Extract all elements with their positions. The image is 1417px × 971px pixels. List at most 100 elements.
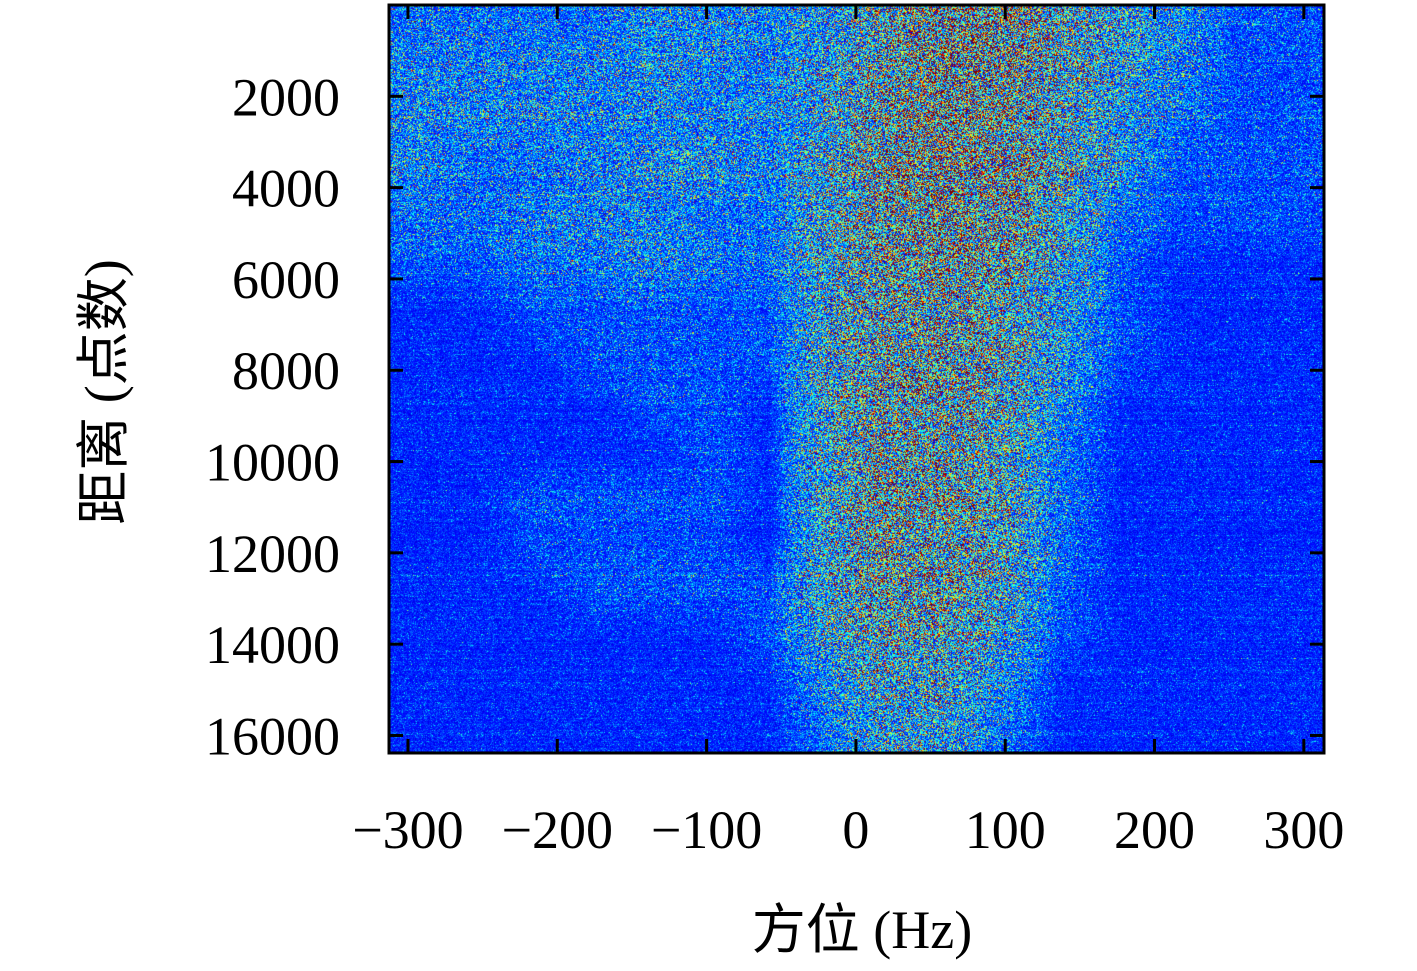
heatmap-cell (389, 706, 447, 753)
heatmap-cell (798, 332, 856, 379)
heatmap-cell (1090, 660, 1148, 707)
heatmap-cell (1090, 332, 1148, 379)
heatmap-cell (623, 192, 681, 239)
heatmap-cell (857, 52, 915, 99)
heatmap-cell (1090, 566, 1148, 613)
heatmap-cell (1207, 379, 1265, 426)
y-tick-labels: 2000 4000 6000 8000 10000 12000 14000 16000 (205, 67, 340, 766)
heatmap-cell (1149, 473, 1207, 520)
heatmap-cell (973, 519, 1031, 566)
heatmap-cell (973, 99, 1031, 146)
heatmap-cell (447, 52, 505, 99)
heatmap-cell (447, 145, 505, 192)
heatmap-cell (857, 519, 915, 566)
heatmap-cell (915, 239, 973, 286)
heatmap-cell (740, 5, 798, 52)
heatmap-cell (915, 473, 973, 520)
heatmap-cell (389, 192, 447, 239)
heatmap-cell (915, 5, 973, 52)
heatmap-cell (1032, 379, 1090, 426)
heatmap-cell (447, 566, 505, 613)
heatmap-cell (857, 5, 915, 52)
x-tick-label: −300 (352, 800, 463, 860)
heatmap-cell (857, 286, 915, 333)
heatmap-cell (623, 426, 681, 473)
y-tick-label: 6000 (232, 250, 340, 310)
heatmap-cell (915, 566, 973, 613)
heatmap-cell (623, 660, 681, 707)
heatmap-cell (506, 519, 564, 566)
heatmap-cell (447, 5, 505, 52)
heatmap-cell (857, 426, 915, 473)
heatmap-cell (564, 706, 622, 753)
heatmap-cell (447, 239, 505, 286)
heatmap-cell (1207, 706, 1265, 753)
heatmap-cell (973, 426, 1031, 473)
heatmap-cell (915, 519, 973, 566)
heatmap-cell (681, 52, 739, 99)
heatmap-cell (506, 379, 564, 426)
heatmap-cell (798, 239, 856, 286)
heatmap-cell (1090, 52, 1148, 99)
heatmap-cell (1090, 473, 1148, 520)
x-tick-labels: −300 −200 −100 0 100 200 300 (352, 800, 1344, 860)
heatmap-cell (1266, 145, 1324, 192)
heatmap-cell (623, 706, 681, 753)
heatmap-cell (1032, 613, 1090, 660)
heatmap-cell (389, 379, 447, 426)
heatmap-cell (973, 52, 1031, 99)
heatmap-cell (973, 473, 1031, 520)
heatmap-cell (389, 426, 447, 473)
heatmap-cell (798, 286, 856, 333)
heatmap-cell (973, 332, 1031, 379)
heatmap-cell (1090, 426, 1148, 473)
heatmap-cell (1149, 192, 1207, 239)
heatmap-cell (1090, 379, 1148, 426)
heatmap-cell (740, 192, 798, 239)
heatmap-cell (1266, 566, 1324, 613)
heatmap-cell (1032, 239, 1090, 286)
heatmap-cell (506, 473, 564, 520)
ticks (389, 5, 1324, 753)
heatmap-cell (389, 473, 447, 520)
heatmap-cell (506, 239, 564, 286)
heatmap-cell (623, 52, 681, 99)
heatmap-cell (447, 286, 505, 333)
heatmap-cell (740, 706, 798, 753)
heatmap-cell (681, 426, 739, 473)
heatmap-cell (506, 192, 564, 239)
heatmap-cell (506, 613, 564, 660)
heatmap-cell (915, 145, 973, 192)
heatmap-cell (1207, 426, 1265, 473)
heatmap-cell (1266, 52, 1324, 99)
heatmap-cell (857, 613, 915, 660)
heatmap-cell (740, 473, 798, 520)
heatmap-cell (798, 99, 856, 146)
heatmap-cell (681, 145, 739, 192)
heatmap-cell (1266, 660, 1324, 707)
heatmap-cell (798, 192, 856, 239)
y-tick-label: 14000 (205, 615, 340, 675)
heatmap-cell (1266, 473, 1324, 520)
heatmap-cell (1032, 145, 1090, 192)
heatmap-cell (681, 5, 739, 52)
heatmap-cell (681, 613, 739, 660)
heatmap-cell (389, 519, 447, 566)
heatmap-cell (564, 379, 622, 426)
heatmap-cell (681, 286, 739, 333)
heatmap-cell (623, 519, 681, 566)
heatmap-cell (857, 145, 915, 192)
heatmap-cell (798, 379, 856, 426)
heatmap-cell (447, 332, 505, 379)
heatmap-cell (1207, 145, 1265, 192)
heatmap-cell (1207, 5, 1265, 52)
heatmap-cell (447, 473, 505, 520)
heatmap-cell (740, 332, 798, 379)
heatmap-cell (1149, 519, 1207, 566)
heatmap-cell (564, 566, 622, 613)
heatmap-cell (973, 192, 1031, 239)
heatmap-cell (1090, 613, 1148, 660)
heatmap-cell (1090, 239, 1148, 286)
heatmap-cell (1207, 332, 1265, 379)
